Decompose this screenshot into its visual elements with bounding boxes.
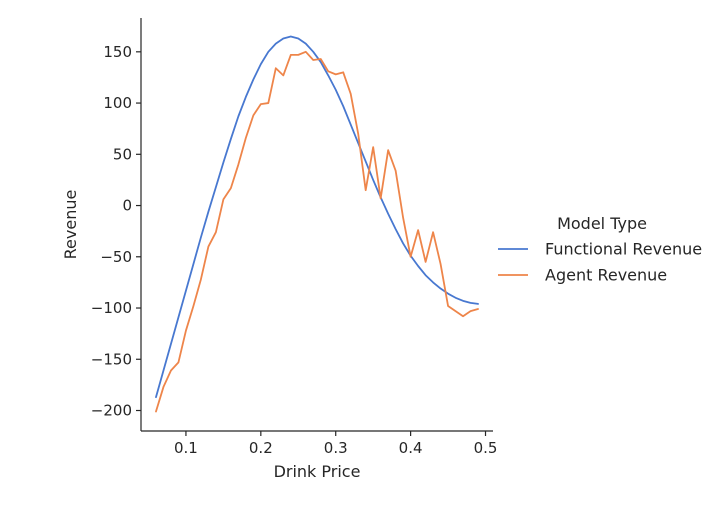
x-tick-label: 0.4 — [399, 439, 423, 457]
y-tick-label: −200 — [91, 402, 132, 420]
y-tick-label: −50 — [100, 248, 132, 266]
y-axis-label: Revenue — [61, 190, 80, 260]
y-tick-label: 50 — [113, 145, 132, 163]
legend-items: Functional Revenue Agent Revenue — [498, 240, 702, 285]
legend-label-agent-revenue: Agent Revenue — [545, 266, 667, 285]
series-line-agent-revenue — [155, 50, 479, 413]
series-line-functional-revenue — [155, 35, 479, 399]
y-tick-label: 0 — [122, 197, 132, 215]
x-tick-label: 0.5 — [474, 439, 498, 457]
y-tick-label: −150 — [91, 350, 132, 368]
x-tick-label: 0.3 — [324, 439, 348, 457]
series-layer — [155, 35, 479, 413]
axes-layer: 0.1 0.2 0.3 0.4 0.5 −200 −150 −100 −50 0 50 100 150 — [91, 18, 497, 457]
y-tick-label: 100 — [103, 94, 132, 112]
legend-label-functional-revenue: Functional Revenue — [545, 240, 702, 259]
y-tick-label: −100 — [91, 299, 132, 317]
legend-title: Model Type — [557, 214, 647, 233]
x-tick-label: 0.2 — [249, 439, 273, 457]
x-axis-ticks: 0.1 0.2 0.3 0.4 0.5 — [174, 431, 497, 457]
y-axis-ticks: −200 −150 −100 −50 0 50 100 150 — [91, 43, 141, 420]
legend: Model Type Functional Revenue Agent Reven… — [498, 214, 702, 285]
y-tick-label: 150 — [103, 43, 132, 61]
x-axis-label: Drink Price — [274, 462, 361, 481]
x-tick-label: 0.1 — [174, 439, 198, 457]
